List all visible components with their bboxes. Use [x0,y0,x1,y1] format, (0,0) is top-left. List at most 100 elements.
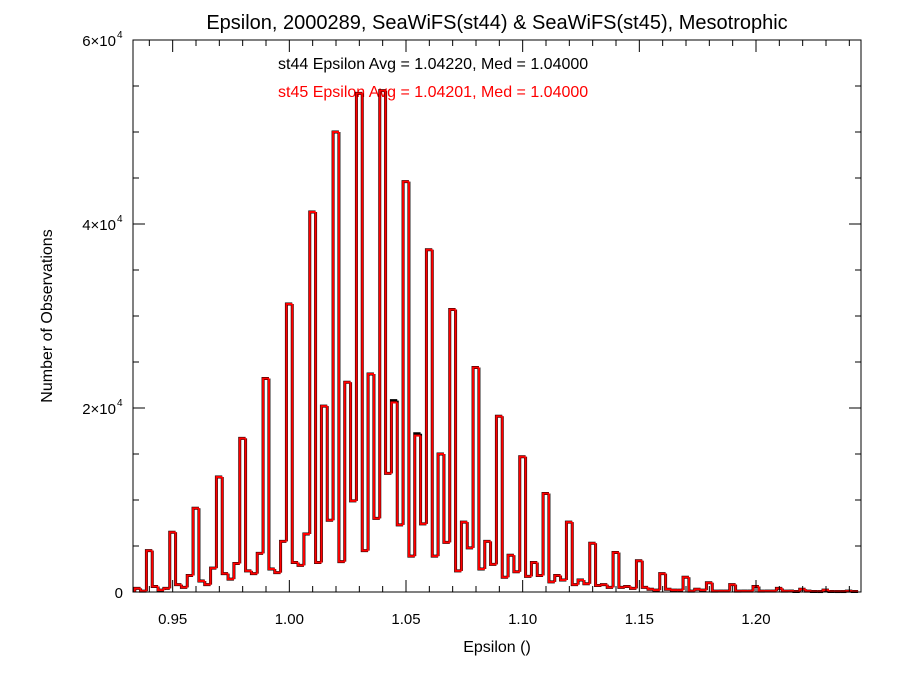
histogram-bin [267,378,275,570]
histogram-bin [536,562,544,577]
histogram-bin [197,508,205,582]
histogram-bin [594,543,602,587]
histogram-bin [565,521,573,581]
histogram-bin [472,366,479,548]
x-tick-labels: 0.95 1.00 1.05 1.10 1.15 1.20 [158,611,771,628]
histogram-bin [238,437,246,564]
histogram-bin [804,589,812,593]
histogram-bin [256,552,264,574]
histogram-bin [705,581,713,591]
histogram-bin [822,589,829,592]
histogram-bin [291,304,299,564]
histogram-bin [664,573,672,591]
histogram-bin [658,572,666,591]
histogram-bin [635,559,643,589]
histogram-bin [227,573,234,581]
histogram-bin [448,308,456,543]
histogram-bin [337,132,345,563]
histogram-bin [647,587,654,591]
y-tick-label: 6×10 [82,33,116,50]
x-axis-label: Epsilon () [463,639,531,656]
histogram-bin [151,550,159,588]
histogram-bin [617,552,625,589]
histogram-bin [308,211,316,535]
histogram-bin [512,555,520,573]
x-tick-label: 0.95 [158,611,187,628]
histogram-bin [314,212,322,564]
histogram-bin [367,372,374,551]
histogram-bin [320,405,328,563]
histogram-bin [349,382,357,502]
histogram-bin [273,569,281,574]
histogram-bin [372,373,380,520]
stats-annotation: st45 Epsilon Avg = 1.04201, Med = 1.0400… [278,84,588,101]
histogram-bin [553,574,561,582]
histogram-bin [361,93,369,552]
y-tick-exponent: 4 [117,30,123,41]
histogram-bin [693,588,701,592]
histogram-bin [775,587,783,592]
histogram-bin [157,586,164,592]
histogram-bin [623,585,631,588]
histogram-bin [174,532,182,586]
stats-annotation: st44 Epsilon Avg = 1.04220, Med = 1.0400… [278,56,588,73]
histogram-bin [606,584,614,589]
histogram-bin [145,549,153,592]
histogram-bin [419,435,427,525]
x-tick-label: 1.15 [625,611,654,628]
histogram-bin [524,456,532,578]
histogram-bin [477,367,485,570]
histogram-bin [687,577,695,593]
histogram-bin [326,406,334,522]
histogram-bin [466,522,474,549]
histogram-bin [798,588,806,592]
histogram-bin [384,90,392,475]
histogram-bin [302,533,310,566]
x-tick-label: 1.00 [275,611,304,628]
histogram-bin [285,303,293,542]
histogram-bin [297,562,304,567]
y-tick-label: 4×10 [82,217,116,234]
histogram-bin [547,493,555,583]
histogram-bin [203,580,211,586]
histogram-bin [728,583,736,592]
histogram-bin [396,402,404,526]
histogram-bin [734,584,742,593]
histogram-bin [629,586,637,590]
histogram-bin [641,560,649,589]
histogram-bin [425,248,433,524]
histogram-bin [652,589,660,592]
histogram-bin [460,521,468,571]
histogram-bin [209,567,217,585]
histogram-bin [757,586,765,593]
histogram-bin [192,507,199,576]
y-axis-label: Number of Observations [39,229,56,402]
histogram-bin [186,574,194,588]
y-tick-exponent: 4 [117,398,123,409]
histogram-bin [279,540,287,573]
histogram-bin [571,522,579,586]
histogram-bin [559,575,567,582]
histogram-series [133,89,860,594]
histogram-bin [431,249,439,558]
x-tick-label: 1.20 [741,611,770,628]
histogram-bin [221,477,229,575]
histogram-bin [250,570,258,575]
histogram-bin [542,492,549,576]
histogram-bin [442,454,450,544]
histogram-bin [600,583,608,586]
histogram-bin [495,415,503,565]
histogram-bin [582,580,590,585]
histogram-bin [139,588,147,593]
histogram-bin [530,561,538,577]
series-2 [133,89,860,593]
y-tick-label: 2×10 [82,401,116,418]
histogram-bin [168,531,176,589]
histogram-bin [244,438,252,572]
histogram-bin [437,453,444,557]
histogram-bin [501,416,509,579]
histogram-bin [489,541,497,566]
histogram-bin [343,381,351,562]
chart-title: Epsilon, 2000289, SeaWiFS(st44) & SeaWiF… [206,12,787,34]
